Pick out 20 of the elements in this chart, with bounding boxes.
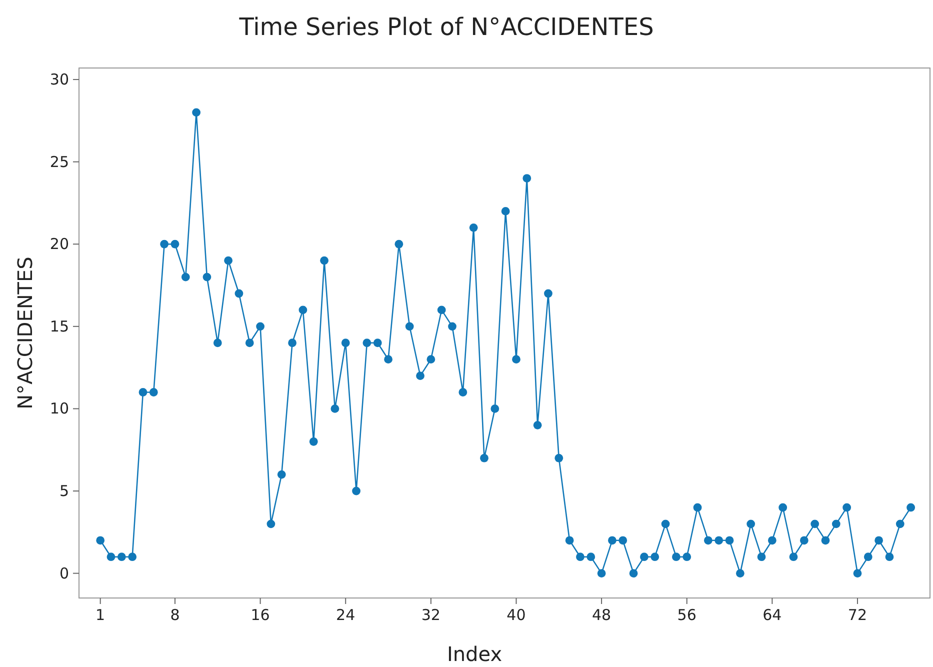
y-tick-label: 10 <box>50 400 69 418</box>
y-tick-label: 30 <box>50 70 69 89</box>
x-tick-label: 48 <box>592 606 612 624</box>
y-tick-label: 20 <box>50 235 69 254</box>
x-tick-label: 16 <box>250 606 270 624</box>
y-axis-title: N°ACCIDENTES <box>13 256 37 410</box>
x-tick-label: 1 <box>96 606 106 624</box>
x-tick-label: 24 <box>336 606 356 624</box>
x-tick-label: 64 <box>762 606 782 624</box>
x-tick-label: 8 <box>170 606 180 624</box>
x-tick-label: 72 <box>848 606 868 624</box>
y-tick-label: 15 <box>50 317 69 336</box>
y-tick-label: 5 <box>59 482 69 500</box>
x-tick-label: 32 <box>421 606 440 624</box>
x-tick-label: 40 <box>506 606 526 624</box>
x-axis-title: Index <box>446 642 502 666</box>
y-tick-label: 0 <box>59 564 69 582</box>
y-tick-label: 25 <box>50 152 69 171</box>
x-tick-label: 56 <box>677 606 696 624</box>
chart-title: Time Series Plot of N°ACCIDENTES <box>238 13 654 41</box>
